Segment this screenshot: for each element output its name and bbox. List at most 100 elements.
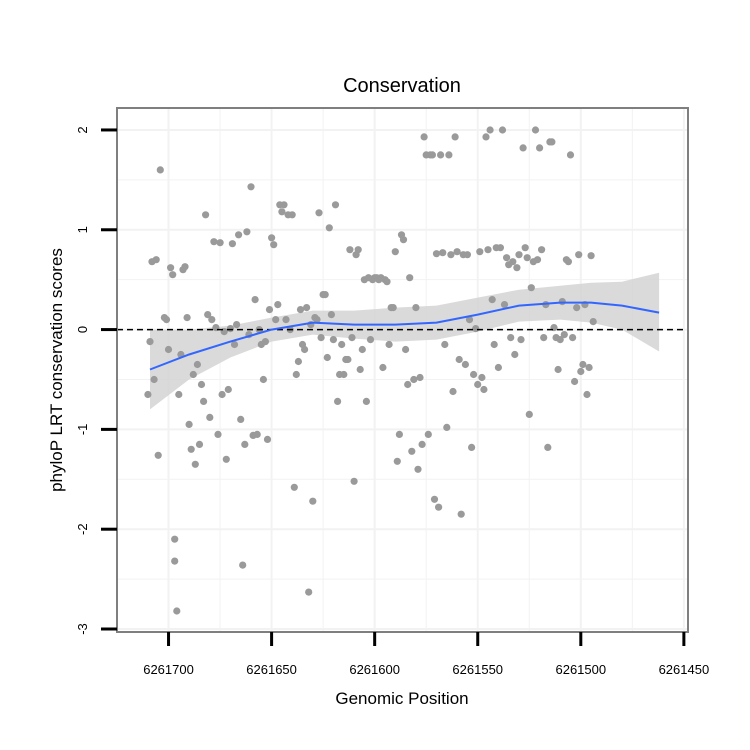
data-point: [500, 301, 509, 309]
data-point: [536, 144, 544, 152]
data-point: [544, 443, 552, 451]
data-point: [156, 166, 164, 174]
data-point: [325, 224, 333, 232]
y-tick-label: -3: [75, 623, 90, 635]
data-point: [494, 363, 502, 372]
smooth-line: [149, 301, 660, 371]
data-point: [589, 318, 597, 326]
data-point: [187, 445, 195, 453]
data-point: [175, 390, 183, 399]
data-point: [216, 239, 224, 247]
data-point: [189, 370, 197, 379]
chart-title: Conservation: [343, 75, 461, 97]
data-point: [428, 151, 436, 159]
data-point: [261, 338, 269, 346]
plot-panel: [117, 108, 688, 632]
data-point: [263, 435, 272, 443]
data-point: [301, 345, 309, 354]
y-tick-label: -2: [75, 523, 90, 535]
data-point: [468, 443, 476, 451]
points-layer: [144, 126, 597, 615]
data-point: [346, 246, 354, 254]
data-point: [503, 254, 511, 262]
confidence-band: [150, 272, 660, 410]
data-point: [334, 397, 342, 405]
data-point: [331, 201, 340, 209]
data-point: [315, 209, 323, 217]
data-point: [296, 306, 305, 314]
data-point: [583, 390, 591, 399]
data-point: [451, 133, 459, 141]
data-point: [356, 365, 364, 374]
data-point: [443, 423, 451, 431]
data-point: [169, 271, 177, 279]
data-point: [439, 249, 447, 257]
data-point: [274, 301, 282, 309]
data-point: [323, 353, 331, 362]
data-point: [402, 345, 410, 354]
data-point: [280, 201, 288, 209]
data-point: [237, 415, 245, 423]
data-point: [395, 430, 403, 438]
data-point: [430, 495, 439, 503]
data-point: [327, 311, 335, 319]
data-point: [348, 334, 356, 342]
data-point: [511, 350, 519, 359]
data-point: [437, 151, 445, 159]
data-point: [338, 340, 346, 349]
data-point: [531, 126, 540, 134]
data-point: [208, 316, 216, 324]
x-tick-label: 6261650: [246, 662, 297, 677]
x-tick-label: 6261600: [349, 662, 400, 677]
data-point: [222, 455, 230, 463]
data-point: [560, 331, 568, 339]
data-point: [480, 385, 488, 394]
data-point: [350, 477, 358, 485]
data-point: [513, 264, 521, 272]
data-point: [472, 325, 480, 333]
data-point: [399, 236, 408, 244]
data-point: [521, 244, 529, 252]
data-point: [424, 430, 432, 438]
data-point: [519, 144, 527, 152]
data-point: [305, 588, 313, 596]
grid: [117, 108, 688, 632]
data-point: [313, 316, 321, 324]
data-point: [463, 251, 471, 259]
data-point: [575, 251, 583, 259]
data-point: [488, 296, 496, 304]
data-point: [253, 430, 261, 438]
data-point: [564, 258, 573, 266]
data-point: [150, 375, 158, 384]
data-point: [218, 390, 226, 399]
data-point: [272, 316, 280, 324]
data-point: [191, 460, 199, 468]
data-point: [294, 357, 302, 366]
x-tick-label: 6261550: [452, 662, 503, 677]
data-point: [420, 133, 428, 141]
data-point: [414, 465, 422, 473]
data-point: [202, 211, 210, 219]
data-point: [579, 360, 587, 369]
data-point: [515, 251, 523, 259]
data-point: [410, 375, 418, 384]
data-point: [197, 380, 206, 389]
plot-border: [116, 107, 689, 633]
data-point: [457, 510, 465, 518]
data-point: [404, 380, 412, 389]
data-point: [527, 284, 535, 292]
data-point: [525, 410, 533, 418]
data-point: [154, 451, 162, 459]
data-point: [251, 296, 259, 304]
data-point: [303, 304, 311, 312]
y-tick-label: 0: [75, 326, 90, 333]
data-point: [171, 535, 179, 543]
data-point: [183, 314, 191, 322]
data-point: [226, 325, 234, 333]
data-point: [486, 126, 494, 134]
axes: -3 -2 -1 0 1 2 6261700 6261650 6261600 6261550 626…: [75, 126, 709, 677]
data-point: [366, 336, 375, 344]
data-point: [445, 151, 453, 159]
data-point: [383, 278, 391, 286]
